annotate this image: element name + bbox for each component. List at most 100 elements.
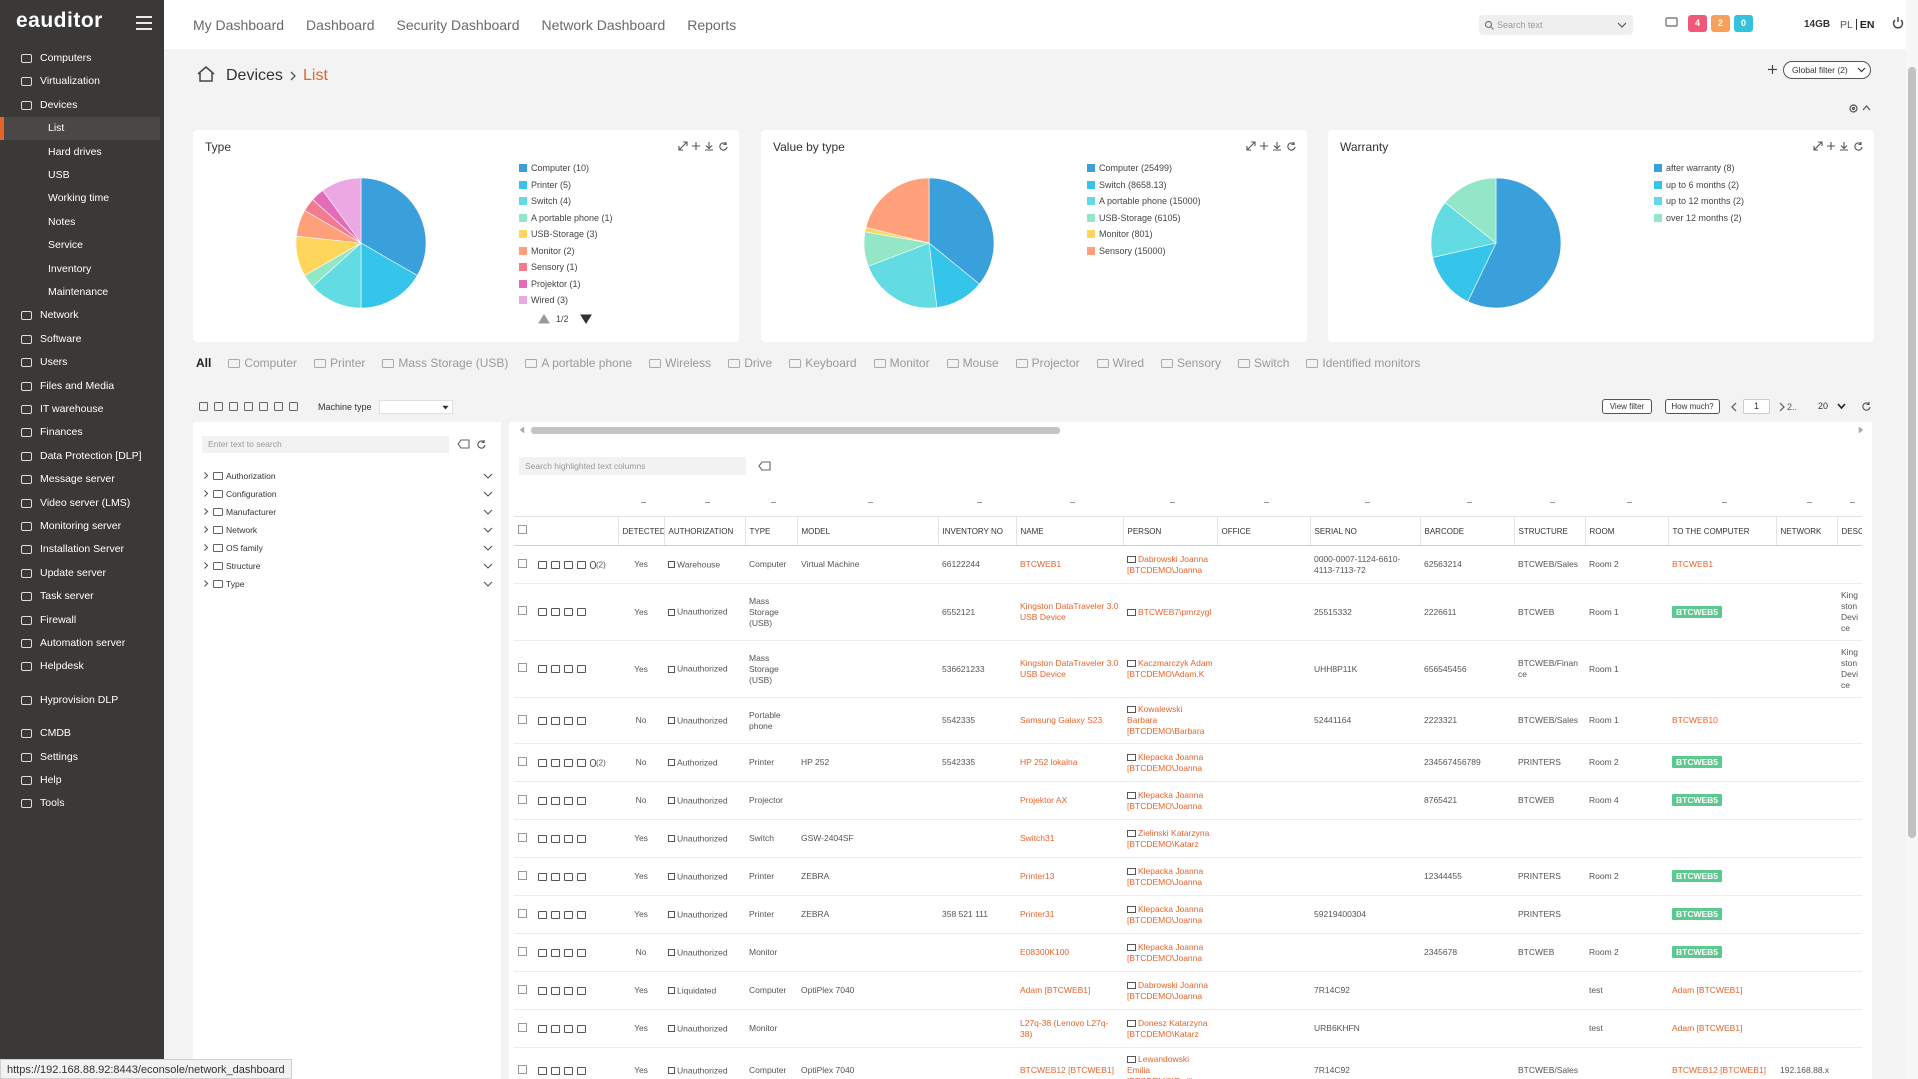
column-header[interactable]: PERSON — [1122, 516, 1217, 546]
legend-label[interactable]: Switch (8658.13) — [1099, 179, 1167, 190]
menu-item[interactable]: Settings — [0, 746, 160, 769]
legend-label[interactable]: over 12 months (2) — [1666, 212, 1742, 223]
checkbox[interactable] — [518, 908, 527, 918]
person-link[interactable]: Dabrowski Joanna [BTCDEMO\Joanna — [1127, 979, 1208, 1001]
computer-badge[interactable]: BTCWEB5 — [1672, 794, 1723, 806]
person-link[interactable]: Klepacka Joanna [BTCDEMO\Joanna — [1127, 789, 1204, 811]
device-link[interactable]: Kingston DataTraveler 3.0 USB Device — [1020, 658, 1119, 679]
row-action-icon[interactable] — [538, 834, 547, 843]
legend-label[interactable]: up to 6 months (2) — [1666, 179, 1740, 190]
device-link[interactable]: Samsung Galaxy S23 — [1020, 715, 1103, 725]
tab[interactable]: Sensory — [1161, 356, 1221, 370]
row-action-icon[interactable] — [538, 665, 547, 674]
device-row[interactable]: (2) Yes Warehouse Computer Virtual Machine 66… — [514, 545, 1862, 584]
column-header[interactable]: BARCODE — [1419, 516, 1514, 546]
column-header[interactable]: INVENTORY NO — [937, 516, 1016, 546]
device-row[interactable]: No Unauthorized Monitor E08300K100 Klepacka … — [514, 933, 1862, 972]
person-link[interactable]: Lewandowski Emilia [BTCDEMO\Emilia — [1127, 1054, 1197, 1079]
checkbox[interactable] — [518, 794, 527, 804]
checkbox[interactable] — [518, 1022, 527, 1032]
row-action-icon[interactable] — [577, 1024, 586, 1033]
toolbar-icon[interactable] — [289, 402, 298, 411]
tab[interactable]: Identified monitors — [1306, 356, 1420, 370]
menu-item[interactable]: Users — [0, 351, 160, 374]
row-action-icon[interactable] — [551, 796, 560, 805]
tree-item[interactable]: Network — [193, 523, 501, 537]
toolbar-icon[interactable] — [244, 402, 253, 411]
row-action-icon[interactable] — [577, 948, 586, 957]
legend-label[interactable]: Projektor (1) — [531, 278, 581, 289]
menu-item[interactable]: Monitoring server — [0, 515, 160, 538]
menu-item[interactable]: Files and Media — [0, 375, 160, 398]
column-header[interactable]: ROOM — [1584, 516, 1668, 546]
column-header[interactable]: MODEL — [796, 516, 938, 546]
person-link[interactable]: Kowalewski Barbara [BTCDEMO\Barbara — [1127, 704, 1205, 736]
row-action-icon[interactable] — [538, 1024, 547, 1033]
row-action-icon[interactable] — [551, 872, 560, 881]
table-search[interactable]: Search highlighted text columns — [519, 457, 746, 475]
toolbar-button[interactable]: View filter — [1602, 399, 1652, 414]
page-total[interactable]: 2.. — [1787, 402, 1798, 412]
legend-label[interactable]: A portable phone (15000) — [1099, 196, 1201, 206]
nav-link[interactable]: Security Dashboard — [396, 16, 520, 33]
machine-type-select[interactable] — [379, 400, 453, 414]
column-header[interactable]: AUTHORIZATION — [663, 516, 745, 546]
checkbox[interactable] — [518, 525, 527, 534]
menu-item[interactable]: Tools — [0, 792, 160, 815]
pie-slice[interactable] — [360, 242, 418, 309]
pie-slice[interactable] — [1467, 177, 1562, 309]
menu-item[interactable]: Network — [0, 304, 160, 327]
legend-label[interactable]: Computer (25499) — [1099, 163, 1173, 173]
tab[interactable]: Keyboard — [789, 356, 857, 370]
legend-label[interactable]: Switch (4) — [531, 196, 572, 206]
row-action-icon[interactable] — [564, 758, 573, 767]
tree-item[interactable]: Structure — [193, 559, 501, 573]
row-action-icon[interactable] — [577, 1066, 586, 1075]
row-action-icon[interactable] — [564, 910, 573, 919]
row-action-icon[interactable] — [538, 910, 547, 919]
column-header[interactable]: NAME — [1015, 516, 1123, 546]
row-action-icon[interactable] — [551, 560, 560, 569]
tab[interactable]: Drive — [728, 356, 772, 370]
tab[interactable]: Printer — [314, 356, 365, 370]
nav-link[interactable]: Network Dashboard — [541, 16, 666, 33]
toolbar-icon[interactable] — [259, 402, 268, 411]
computer-badge[interactable]: BTCWEB5 — [1672, 908, 1723, 920]
row-action-icon[interactable] — [564, 796, 573, 805]
filter-search[interactable]: Enter text to search — [202, 436, 449, 453]
language[interactable]: PL — [1840, 18, 1853, 31]
row-action-icon[interactable] — [577, 986, 586, 995]
device-row[interactable]: Yes Unauthorized Mass Storage (USB) 6552121… — [514, 583, 1862, 641]
checkbox[interactable] — [518, 832, 527, 842]
tree-item[interactable]: Authorization — [193, 469, 501, 483]
column-header[interactable]: TO THE COMPUTER — [1667, 516, 1776, 546]
legend-label[interactable]: after warranty (8) — [1666, 163, 1735, 173]
column-header[interactable]: DETECTED — [617, 516, 664, 546]
row-action-icon[interactable] — [538, 948, 547, 957]
device-link[interactable]: Printer31 — [1020, 909, 1055, 919]
row-action-icon[interactable] — [551, 948, 560, 957]
column-header[interactable]: NETWORK — [1775, 516, 1837, 546]
legend-label[interactable]: up to 12 months (2) — [1666, 196, 1745, 206]
checkbox[interactable] — [518, 1064, 527, 1074]
row-action-icon[interactable] — [538, 560, 547, 569]
menu-item[interactable]: Finances — [0, 421, 160, 444]
row-action-icon[interactable] — [551, 758, 560, 767]
v-scroll-thumb[interactable] — [1908, 67, 1916, 838]
legend-label[interactable]: USB-Storage (3) — [531, 229, 598, 239]
legend-label[interactable]: A portable phone (1) — [531, 212, 613, 223]
device-link[interactable]: Kingston DataTraveler 3.0 USB Device — [1020, 601, 1119, 622]
computer-badge[interactable]: BTCWEB5 — [1672, 605, 1723, 618]
column-header[interactable]: DESCRIPTION — [1836, 516, 1862, 546]
toolbar-icon[interactable] — [229, 402, 238, 411]
row-action-icon[interactable] — [538, 716, 547, 725]
legend-label[interactable]: Sensory (15000) — [1099, 245, 1166, 256]
checkbox[interactable] — [518, 663, 527, 672]
device-row[interactable]: No Unauthorized Portable phone 5542335 Samsu… — [514, 697, 1862, 744]
device-row[interactable]: Yes Unauthorized Computer OptiPlex 7040 BTCW… — [514, 1047, 1862, 1079]
row-action-icon[interactable] — [551, 716, 560, 725]
device-row[interactable]: Yes Unauthorized Printer ZEBRA 358 521 111 Pr… — [514, 895, 1862, 934]
row-action-icon[interactable] — [538, 872, 547, 881]
column-header[interactable]: TYPE — [744, 516, 797, 546]
notification-badge[interactable]: 2 — [1711, 15, 1730, 32]
